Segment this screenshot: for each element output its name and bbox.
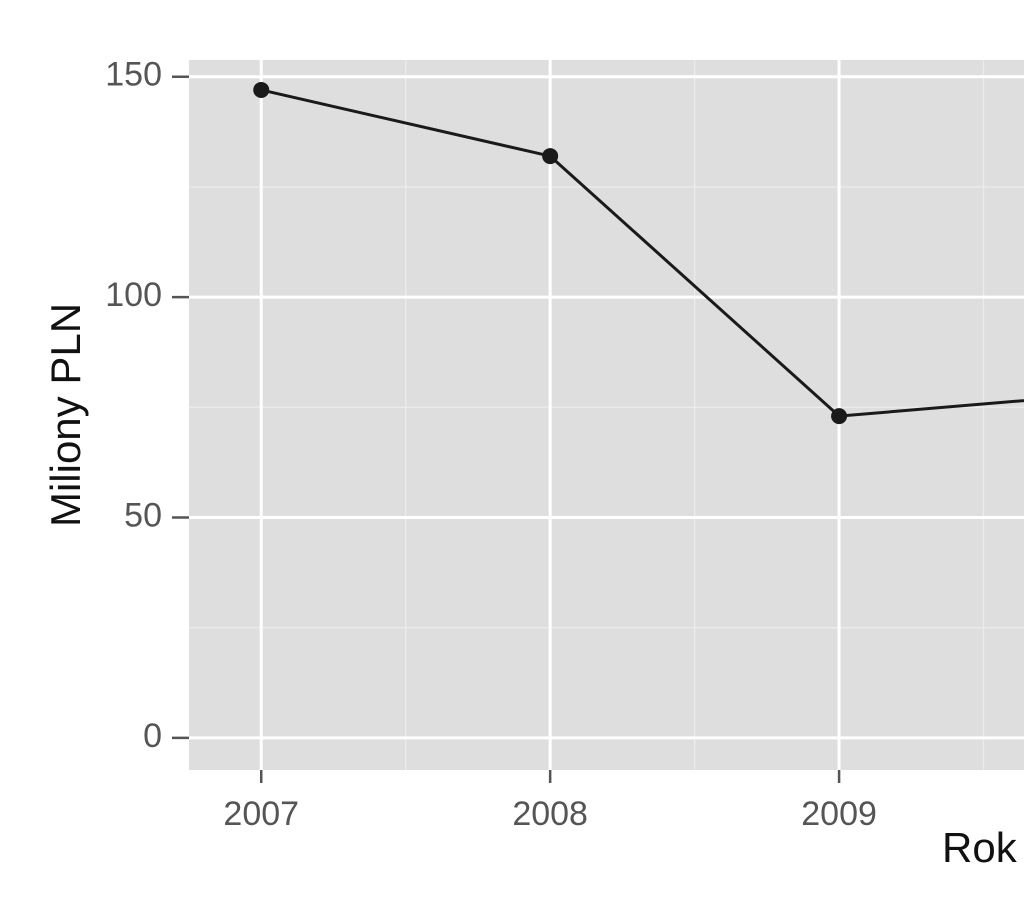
y-tick-label: 150 bbox=[105, 56, 162, 94]
panel bbox=[189, 60, 1024, 770]
y-tick-label: 0 bbox=[143, 717, 162, 755]
point bbox=[253, 81, 270, 98]
y-tick-label: 50 bbox=[124, 496, 162, 534]
x-tick-label: 2007 bbox=[223, 795, 299, 833]
line bbox=[260, 88, 1024, 418]
x-tick-label: 2009 bbox=[801, 795, 877, 833]
x-tick-label: 2008 bbox=[512, 795, 588, 833]
x-axis-title: Rok bbox=[942, 824, 1018, 871]
point bbox=[831, 408, 848, 425]
y-axis-title: Miliony PLN bbox=[42, 303, 89, 527]
point bbox=[542, 148, 559, 165]
y-tick-label: 100 bbox=[105, 276, 162, 314]
